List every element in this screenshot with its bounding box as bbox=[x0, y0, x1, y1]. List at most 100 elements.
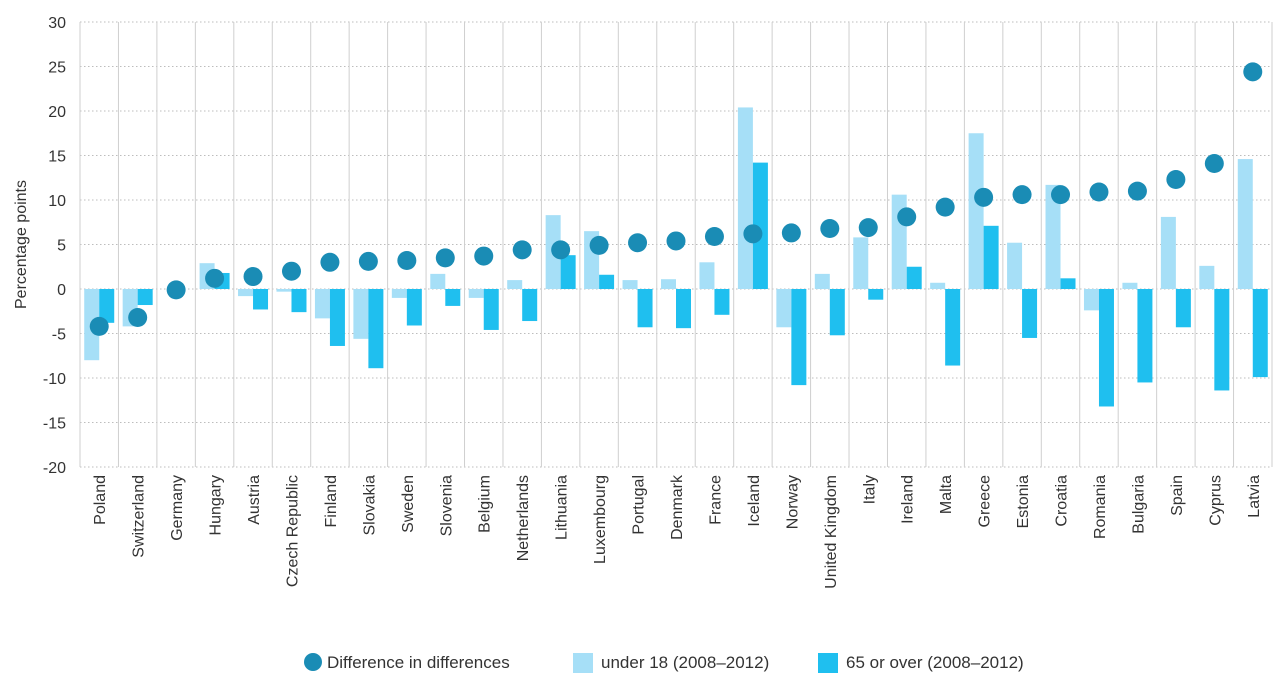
x-tick-label: Switzerland bbox=[131, 475, 148, 558]
point-difference bbox=[397, 251, 417, 271]
bar-under-18 bbox=[468, 289, 484, 298]
point-difference bbox=[666, 231, 686, 251]
x-tick-label: Slovenia bbox=[438, 475, 455, 536]
bar-65-or-over bbox=[368, 289, 384, 369]
x-tick-label: Spain bbox=[1169, 475, 1186, 516]
x-tick-label: Denmark bbox=[669, 474, 686, 540]
bar-65-or-over bbox=[483, 289, 499, 330]
bar-under-18 bbox=[661, 279, 676, 289]
legend: Difference in differences under 18 (2008–… bbox=[304, 653, 1024, 673]
point-difference bbox=[358, 251, 378, 271]
bar-65-or-over bbox=[99, 289, 115, 323]
x-tick-label: Croatia bbox=[1054, 475, 1071, 527]
y-tick-label: -5 bbox=[52, 327, 66, 344]
bar-under-18 bbox=[776, 289, 792, 328]
point-difference bbox=[1051, 185, 1071, 205]
point-difference bbox=[704, 226, 724, 246]
bar-under-18 bbox=[1122, 282, 1138, 289]
bar-65-or-over bbox=[714, 289, 730, 315]
y-tick-label: 30 bbox=[48, 15, 66, 32]
x-tick-label: Bulgaria bbox=[1130, 475, 1147, 534]
bar-65-or-over bbox=[291, 289, 307, 313]
bar-65-or-over bbox=[752, 162, 768, 289]
y-axis-title: Percentage points bbox=[13, 180, 30, 309]
bar-65-or-over bbox=[1137, 289, 1153, 383]
bar-65-or-over bbox=[137, 289, 153, 306]
bar-under-18 bbox=[276, 289, 292, 292]
bar-under-18 bbox=[622, 280, 638, 289]
bar-65-or-over bbox=[868, 289, 884, 300]
bar-65-or-over bbox=[791, 289, 807, 386]
legend-label-65-or-over: 65 or over (2008–2012) bbox=[846, 653, 1024, 672]
x-tick-label: Estonia bbox=[1015, 475, 1032, 528]
y-tick-label: 10 bbox=[48, 193, 66, 210]
bar-under-18 bbox=[1160, 216, 1176, 289]
point-difference bbox=[243, 267, 263, 287]
bar-under-18 bbox=[353, 289, 369, 339]
point-difference bbox=[781, 223, 801, 243]
point-difference bbox=[1243, 62, 1263, 82]
bar-65-or-over bbox=[1175, 289, 1191, 328]
bar-65-or-over bbox=[1214, 289, 1230, 391]
point-difference bbox=[551, 240, 571, 260]
y-tick-label: 25 bbox=[48, 60, 66, 77]
bar-under-18 bbox=[737, 107, 753, 289]
bar-65-or-over bbox=[637, 289, 653, 328]
point-difference bbox=[897, 207, 917, 227]
bar-under-18 bbox=[1045, 184, 1061, 289]
x-tick-label: Czech Republic bbox=[284, 475, 301, 587]
bar-65-or-over bbox=[829, 289, 845, 336]
point-difference bbox=[935, 197, 955, 217]
point-difference bbox=[858, 218, 878, 238]
bar-under-18 bbox=[1083, 289, 1099, 311]
y-tick-label: -10 bbox=[43, 371, 66, 388]
y-tick-label: 5 bbox=[57, 238, 66, 255]
point-difference bbox=[205, 268, 225, 288]
point-difference bbox=[281, 261, 301, 281]
bar-65-or-over bbox=[522, 289, 538, 322]
point-difference bbox=[1127, 181, 1147, 201]
x-tick-label: Romania bbox=[1092, 475, 1109, 539]
bar-under-18 bbox=[1237, 159, 1253, 289]
points bbox=[89, 62, 1263, 336]
bar-under-18 bbox=[430, 273, 446, 289]
legend-label-difference: Difference in differences bbox=[327, 653, 510, 672]
bar-65-or-over bbox=[1098, 289, 1114, 407]
point-difference bbox=[1166, 170, 1186, 190]
x-tick-label: Norway bbox=[784, 475, 801, 529]
bar-under-18 bbox=[699, 262, 715, 289]
bar-65-or-over bbox=[560, 255, 576, 289]
bar-under-18 bbox=[930, 282, 946, 289]
bar-65-or-over bbox=[676, 289, 691, 329]
y-tick-label: 20 bbox=[48, 104, 66, 121]
point-difference bbox=[320, 252, 340, 272]
x-tick-label: Iceland bbox=[746, 475, 763, 527]
legend-label-under-18: under 18 (2008–2012) bbox=[601, 653, 769, 672]
point-difference bbox=[1012, 185, 1032, 205]
x-tick-label: Latvia bbox=[1246, 475, 1263, 518]
x-tick-label: France bbox=[707, 475, 724, 525]
x-tick-label: United Kingdom bbox=[823, 475, 840, 589]
bar-under-18 bbox=[238, 289, 254, 297]
bar-65-or-over bbox=[1252, 289, 1268, 378]
point-difference bbox=[435, 248, 455, 268]
x-tick-label: Belgium bbox=[477, 475, 494, 533]
point-difference bbox=[512, 240, 532, 260]
point-difference bbox=[1089, 182, 1109, 202]
bar-65-or-over bbox=[253, 289, 269, 310]
bar-under-18 bbox=[1199, 265, 1215, 289]
bar-under-18 bbox=[968, 133, 984, 289]
y-tick-label: -15 bbox=[43, 416, 66, 433]
x-tick-label: Luxembourg bbox=[592, 475, 609, 564]
x-tick-label: Lithuania bbox=[554, 475, 571, 540]
x-tick-label: Ireland bbox=[900, 475, 917, 524]
y-tick-label: 0 bbox=[57, 282, 66, 299]
bar-under-18 bbox=[507, 280, 523, 289]
x-tick-labels: Poland Switzerland Germany Hungary Austria Cz… bbox=[92, 474, 1263, 589]
point-difference bbox=[628, 233, 648, 253]
bar-65-or-over bbox=[329, 289, 345, 346]
x-tick-label: Italy bbox=[861, 475, 878, 504]
grid bbox=[79, 21, 1273, 468]
x-tick-label: Hungary bbox=[208, 475, 225, 535]
bar-65-or-over bbox=[1060, 278, 1076, 289]
